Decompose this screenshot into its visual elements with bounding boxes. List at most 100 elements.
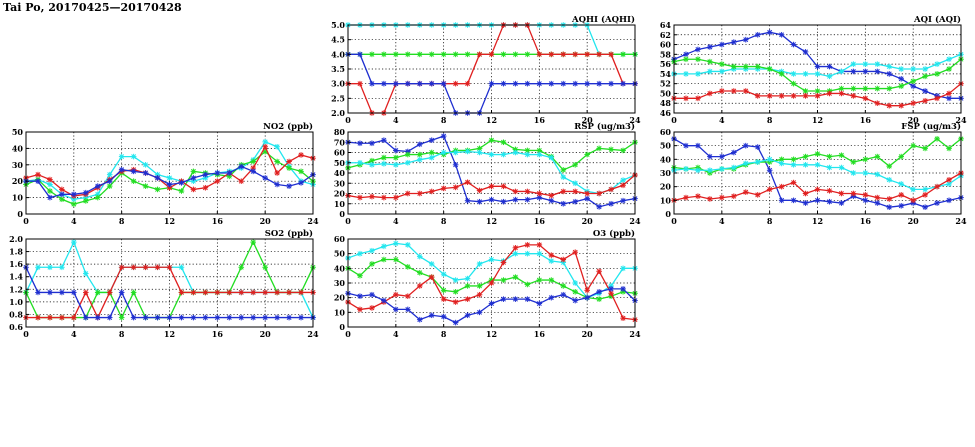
data-point [536, 250, 543, 257]
data-point [802, 162, 809, 168]
data-point [910, 197, 916, 204]
data-point [47, 188, 53, 194]
data-point [440, 185, 447, 192]
data-point [802, 49, 809, 55]
data-point [118, 153, 125, 160]
data-point [886, 102, 893, 109]
data-point [488, 183, 495, 190]
y-tick-label: 60 [334, 234, 346, 244]
data-point [560, 200, 567, 207]
x-tick-label: 20 [908, 216, 920, 226]
x-tick-label: 8 [767, 115, 773, 125]
data-point [262, 264, 268, 271]
data-point [35, 314, 41, 321]
chart-title: SO2 (ppb) [265, 228, 313, 239]
data-point [464, 51, 471, 58]
x-tick-label: 16 [212, 329, 224, 339]
data-point [476, 187, 483, 194]
data-point [778, 160, 785, 167]
data-point [862, 95, 869, 102]
data-point [47, 289, 53, 296]
data-point [452, 184, 459, 191]
data-point [608, 51, 614, 58]
data-point [608, 80, 614, 87]
x-tick-label: 0 [671, 115, 677, 125]
data-point [416, 80, 423, 87]
data-point [488, 280, 495, 286]
data-point [584, 294, 590, 301]
y-tick-label: 62 [660, 30, 671, 40]
y-tick-label: 1.0 [9, 297, 23, 307]
data-point [369, 291, 375, 298]
so2-chart: SO2 (ppb) 0.6 0.8 1.0 1.2 1.4 1.6 1.8 2.0 0 4 8 12 16… [9, 228, 319, 339]
y-tick-label: 40 [660, 154, 672, 164]
data-point [488, 51, 495, 58]
data-point [754, 192, 761, 198]
data-point [274, 170, 280, 176]
data-point [393, 51, 399, 58]
series-green [671, 56, 964, 94]
data-point [464, 197, 471, 204]
data-point [250, 168, 257, 175]
x-tick-label: 4 [393, 115, 399, 125]
data-point [381, 297, 387, 304]
data-point [862, 197, 869, 204]
y-tick-label: 40 [334, 263, 346, 273]
data-point [814, 63, 821, 70]
y-tick-label: 2.0 [331, 108, 345, 118]
data-point [850, 61, 857, 67]
chart-title: FSP (ug/m3) [901, 121, 961, 132]
x-tick-label: 4 [71, 216, 77, 226]
data-point [416, 151, 423, 158]
data-point [934, 95, 940, 102]
data-point [369, 51, 375, 58]
data-point [814, 162, 821, 168]
data-point [476, 309, 483, 316]
x-tick-label: 16 [534, 115, 546, 125]
data-point [826, 187, 833, 194]
y-tick-label: 80 [334, 127, 346, 137]
data-point [742, 88, 749, 94]
data-point [106, 289, 113, 296]
data-point [572, 162, 579, 168]
data-point [922, 66, 928, 72]
data-point [536, 151, 543, 158]
x-tick-label: 8 [119, 329, 125, 339]
y-tick-label: 52 [660, 79, 671, 89]
data-point [536, 300, 543, 307]
data-point [464, 80, 471, 87]
data-point [719, 88, 725, 94]
data-point [862, 68, 869, 75]
data-point [404, 151, 411, 158]
data-point [560, 167, 567, 173]
data-point [620, 265, 626, 272]
x-tick-label: 20 [582, 216, 594, 226]
x-tick-label: 4 [71, 329, 77, 339]
data-point [596, 296, 602, 302]
series-red [671, 80, 964, 109]
data-point [476, 145, 483, 152]
data-point [754, 144, 761, 150]
data-point [524, 188, 531, 195]
data-point [596, 268, 602, 275]
y-tick-label: 5.0 [331, 20, 345, 30]
data-point [524, 242, 531, 248]
data-point [369, 261, 375, 267]
data-point [766, 156, 773, 163]
data-point [946, 66, 952, 72]
x-tick-label: 24 [629, 216, 641, 226]
data-point [596, 80, 602, 87]
x-tick-label: 4 [393, 216, 399, 226]
data-point [440, 133, 447, 139]
data-point [262, 289, 268, 296]
data-point [381, 194, 387, 201]
data-point [620, 177, 626, 183]
data-point [850, 190, 857, 197]
data-point [190, 168, 197, 175]
data-point [369, 140, 375, 147]
data-point [142, 314, 149, 321]
data-point [802, 71, 809, 77]
series-cyan [345, 148, 638, 197]
data-point [71, 289, 77, 296]
x-tick-label: 24 [629, 329, 641, 339]
